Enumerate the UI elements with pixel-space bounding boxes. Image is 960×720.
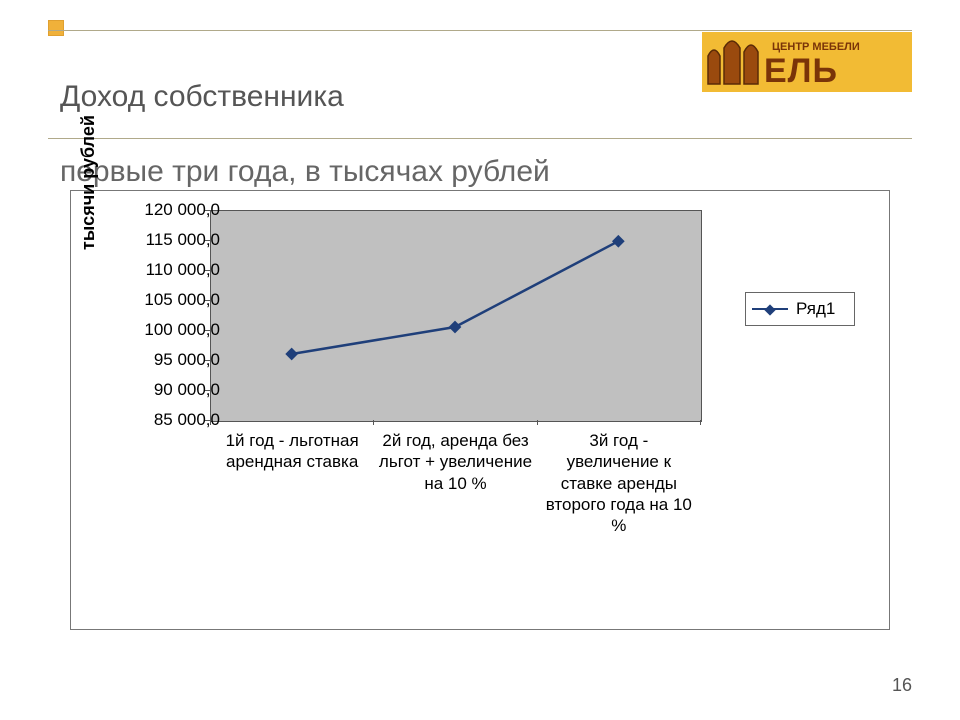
logo-main: ЕЛЬ (764, 52, 838, 90)
ytick-mark (205, 390, 210, 391)
xtick-mark (373, 420, 374, 425)
title-line-1: Доход собственника (60, 80, 344, 113)
logo: ЦЕНТР МЕБЕЛИ ЕЛЬ (702, 32, 912, 92)
slide: Доход собственника первые три года, в ты… (0, 0, 960, 720)
plot-wrap: 85 000,090 000,095 000,0100 000,0105 000… (120, 210, 720, 610)
xtick-mark (537, 420, 538, 425)
ytick-mark (205, 300, 210, 301)
series-marker-icon (612, 235, 625, 248)
legend-label: Ряд1 (796, 299, 835, 319)
y-axis-label: тысячи рублей (78, 115, 99, 250)
rule-top (48, 30, 912, 31)
ytick-mark (205, 360, 210, 361)
title-line-2: первые три года, в тысячах рублей (60, 155, 550, 188)
rule-bottom (48, 138, 912, 139)
legend: Ряд1 (745, 292, 855, 326)
series-line (292, 241, 619, 354)
xtick-label: 1й год - льготная арендная ставка (215, 430, 370, 473)
series-marker-icon (449, 321, 462, 334)
xtick-mark (700, 420, 701, 425)
page-number: 16 (892, 675, 912, 696)
accent-square (48, 20, 64, 36)
legend-marker-icon (764, 304, 775, 315)
ytick-mark (205, 210, 210, 211)
chart-series (210, 210, 700, 420)
xtick-mark (210, 420, 211, 425)
xtick-label: 3й год - увеличение к ставке аренды втор… (541, 430, 696, 536)
ytick-mark (205, 330, 210, 331)
slide-title: Доход собственника первые три года, в ты… (60, 40, 670, 190)
ytick-mark (205, 270, 210, 271)
xtick-label: 2й год, аренда без льгот + увеличение на… (378, 430, 533, 494)
series-marker-icon (285, 348, 298, 361)
ytick-mark (205, 240, 210, 241)
legend-line-icon (752, 308, 788, 310)
